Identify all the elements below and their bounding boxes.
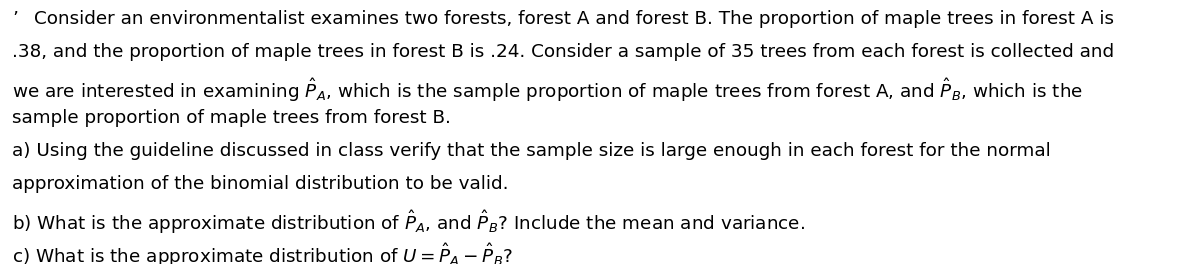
Text: sample proportion of maple trees from forest B.: sample proportion of maple trees from fo… [12, 109, 451, 127]
Text: b) What is the approximate distribution of $\hat{P}_{A}$, and $\hat{P}_{B}$? Inc: b) What is the approximate distribution … [12, 208, 805, 236]
Text: ʼ: ʼ [12, 10, 18, 28]
Text: .38, and the proportion of maple trees in forest B is .24. Consider a sample of : .38, and the proportion of maple trees i… [12, 43, 1114, 61]
Text: a) Using the guideline discussed in class verify that the sample size is large e: a) Using the guideline discussed in clas… [12, 142, 1051, 160]
Text: Consider an environmentalist examines two forests, forest A and forest B. The pr: Consider an environmentalist examines tw… [34, 10, 1114, 28]
Text: we are interested in examining $\hat{P}_{A}$, which is the sample proportion of : we are interested in examining $\hat{P}_… [12, 76, 1084, 104]
Text: approximation of the binomial distribution to be valid.: approximation of the binomial distributi… [12, 175, 509, 193]
Text: c) What is the approximate distribution of $U = \hat{P}_{A} - \hat{P}_{B}$?: c) What is the approximate distribution … [12, 241, 512, 264]
